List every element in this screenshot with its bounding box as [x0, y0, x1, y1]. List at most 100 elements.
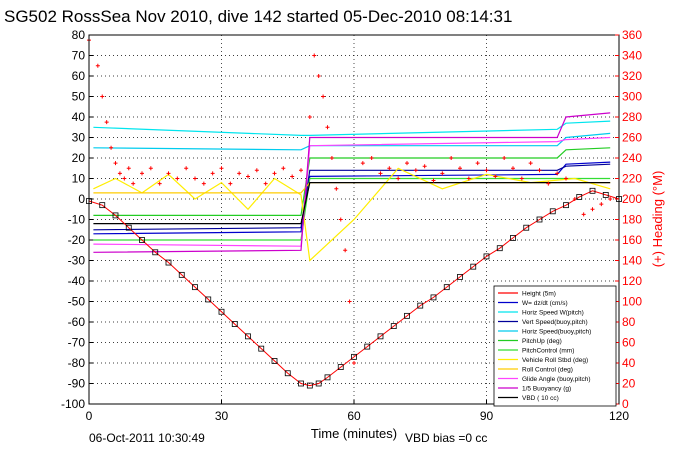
- depth-point: [417, 302, 424, 309]
- heading-point: [254, 168, 259, 173]
- y-tick-label-left: 70: [72, 49, 86, 63]
- heading-point: [166, 171, 171, 176]
- depth-point: [602, 191, 609, 198]
- depth-point: [443, 284, 450, 291]
- heading-point: [184, 166, 189, 171]
- depth-point: [337, 364, 344, 371]
- depth-point: [258, 345, 265, 352]
- x-tick-label: 60: [347, 409, 361, 423]
- series-line: [93, 161, 611, 235]
- heading-point: [458, 166, 462, 171]
- heading-point: [347, 299, 352, 304]
- heading-point: [405, 161, 409, 166]
- legend-label: W= dz/dt (cm/s): [522, 300, 568, 307]
- y-tick-label-left: -20: [68, 233, 86, 247]
- heading-point: [263, 181, 268, 186]
- legend-label: Horiz Speed W(pitch): [522, 310, 584, 317]
- heading-point: [219, 166, 224, 171]
- x-axis: 0 30 60 90 120: [86, 400, 629, 423]
- heading-point: [431, 178, 436, 183]
- heading-point: [413, 168, 418, 173]
- heading-point: [537, 168, 542, 173]
- legend-label: Height (5m): [522, 291, 556, 298]
- heading-point: [210, 171, 215, 176]
- depth-point: [112, 212, 119, 219]
- y-tick-label-left: -100: [61, 397, 85, 411]
- heading-point: [440, 171, 445, 176]
- heading-point: [113, 161, 118, 166]
- depth-point: [205, 296, 212, 303]
- x-tick-label: 30: [215, 409, 229, 423]
- y-tick-label-left: 20: [72, 151, 86, 165]
- heading-point: [546, 181, 551, 186]
- series-line: [93, 132, 611, 151]
- legend-label: Vehicle Roll Stbd (deg): [522, 357, 588, 364]
- legend-label: PitchUp (deg): [522, 338, 562, 345]
- y-tick-label-right: 20: [622, 377, 636, 391]
- depth-point: [218, 308, 225, 315]
- heading-point: [157, 181, 162, 186]
- heading-point: [100, 94, 105, 99]
- heading-point: [290, 174, 295, 179]
- y-tick-label-right: 140: [622, 254, 642, 268]
- x-tick-label: 120: [609, 409, 629, 423]
- heading-point: [590, 207, 595, 212]
- series-line: [93, 147, 611, 216]
- y-tick-label-left: -60: [68, 315, 86, 329]
- heading-point: [329, 156, 334, 160]
- depth-point: [315, 380, 322, 387]
- depth-point: [430, 294, 437, 301]
- depth-point: [470, 263, 477, 270]
- series-line: [93, 120, 611, 136]
- heading-point: [519, 176, 524, 181]
- heading-point: [396, 176, 401, 181]
- heading-point: [338, 217, 343, 222]
- series-line: [93, 167, 611, 262]
- heading-point: [321, 94, 326, 99]
- y-tick-label-right: 220: [622, 172, 642, 186]
- y-tick-label-right: 320: [622, 69, 642, 83]
- heading-point: [608, 197, 613, 201]
- heading-point: [352, 361, 356, 365]
- heading-point: [272, 171, 277, 176]
- legend: Height (5m) W= dz/dt (cm/s) Horiz Speed W(…: [493, 285, 617, 407]
- legend-label: 1/5 Buoyancy (g): [522, 386, 571, 393]
- heading-point: [201, 181, 206, 186]
- heading-point: [466, 176, 471, 181]
- y-tick-label-right: 80: [622, 315, 636, 329]
- legend-box: [493, 285, 617, 407]
- y-tick-label-right: 160: [622, 233, 642, 247]
- heading-point: [484, 168, 489, 173]
- depth-point: [324, 374, 331, 381]
- heading-point: [449, 156, 454, 160]
- heading-point: [122, 176, 127, 181]
- heading-point: [117, 171, 122, 176]
- y-tick-label-right: 100: [622, 295, 642, 309]
- depth-point: [404, 312, 410, 319]
- series-line: [93, 182, 611, 194]
- legend-label: Roll Control (deg): [522, 367, 573, 374]
- heading-point: [126, 166, 131, 171]
- y-tick-label-right: 180: [622, 213, 642, 227]
- heading-point: [237, 171, 242, 176]
- depth-point: [510, 235, 516, 241]
- depth-point: [483, 253, 490, 260]
- heading-point: [360, 161, 365, 166]
- heading-point: [387, 166, 392, 171]
- y-tick-label-right: 240: [622, 151, 642, 165]
- y-tick-label-left: -90: [68, 377, 86, 391]
- y-tick-label-left: -10: [68, 213, 86, 227]
- heading-point: [334, 186, 339, 191]
- heading-point: [109, 145, 114, 150]
- depth-point: [563, 202, 569, 209]
- heading-point: [325, 125, 330, 130]
- heading-point: [316, 74, 321, 78]
- x-tick-label: 90: [480, 409, 494, 423]
- depth-point: [192, 284, 198, 291]
- y-tick-label-left: -80: [68, 356, 86, 370]
- heading-point: [555, 171, 560, 176]
- y-tick-label-left: -70: [68, 336, 86, 350]
- x-tick-label: 0: [86, 409, 93, 423]
- y-tick-label-right: 340: [622, 49, 642, 63]
